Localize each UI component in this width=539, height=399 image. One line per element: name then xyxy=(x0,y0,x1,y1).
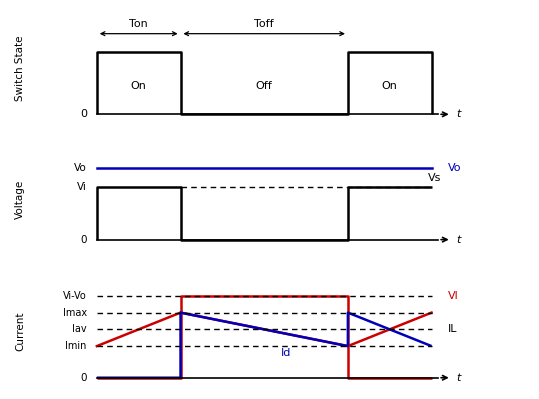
Text: Voltage: Voltage xyxy=(15,180,25,219)
Text: 0: 0 xyxy=(80,109,87,119)
Text: Vi: Vi xyxy=(77,182,87,192)
Text: Ton: Ton xyxy=(129,19,148,30)
Text: Imin: Imin xyxy=(65,341,87,351)
Text: Vs: Vs xyxy=(428,173,441,183)
Text: t: t xyxy=(457,109,461,119)
Text: 0: 0 xyxy=(80,373,87,383)
Text: IL: IL xyxy=(448,324,458,334)
Text: t: t xyxy=(457,235,461,245)
Text: t: t xyxy=(457,373,461,383)
Text: Iav: Iav xyxy=(72,324,87,334)
Text: Switch State: Switch State xyxy=(15,35,25,101)
Text: Vl: Vl xyxy=(448,291,459,301)
Text: On: On xyxy=(382,81,398,91)
Text: Vo: Vo xyxy=(74,163,87,173)
Text: Toff: Toff xyxy=(254,19,274,30)
Text: On: On xyxy=(131,81,147,91)
Text: Current: Current xyxy=(15,312,25,351)
Text: Off: Off xyxy=(256,81,273,91)
Text: Id: Id xyxy=(281,348,291,358)
Text: Vi-Vo: Vi-Vo xyxy=(63,291,87,301)
Text: 0: 0 xyxy=(80,235,87,245)
Text: Imax: Imax xyxy=(63,308,87,318)
Text: Vo: Vo xyxy=(448,163,462,173)
